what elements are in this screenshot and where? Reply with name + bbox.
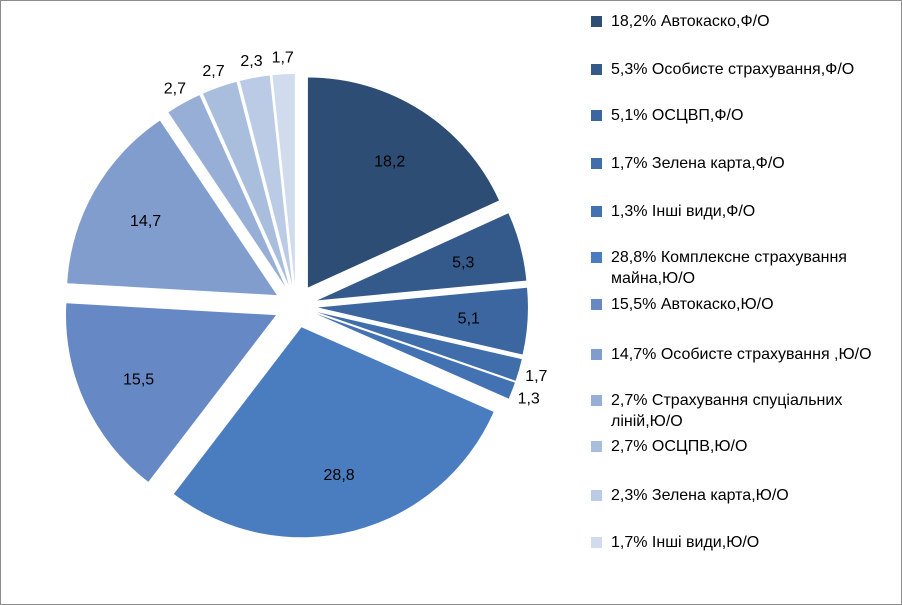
pie-slice bbox=[239, 75, 293, 285]
legend-swatch bbox=[591, 252, 602, 263]
data-label: 1,7 bbox=[272, 49, 294, 66]
legend-swatch bbox=[591, 299, 602, 310]
data-label: 1,3 bbox=[518, 390, 540, 407]
pie-slice bbox=[66, 303, 277, 482]
legend-item: 2,7% ОСЦПВ,Ю/О bbox=[591, 436, 896, 457]
pie-slice bbox=[316, 314, 515, 399]
pie-slice bbox=[317, 287, 528, 355]
legend-label: 2,7% ОСЦПВ,Ю/О bbox=[611, 438, 748, 455]
legend-label: 2,7% Страхування спуціальних ліній,Ю/О bbox=[611, 392, 843, 430]
legend-label: 1,7% Інші види,Ю/О bbox=[611, 534, 760, 551]
legend: 18,2% Автокаско,Ф/О 5,3% Особисте страху… bbox=[591, 1, 896, 604]
legend-label: 18,2% Автокаско,Ф/О bbox=[611, 13, 770, 30]
legend-item: 1,3% Інші види,Ф/О bbox=[591, 201, 896, 222]
legend-label: 5,1% ОСЦВП,Ф/О bbox=[611, 107, 744, 124]
legend-label: 15,5% Автокаско,Ю/О bbox=[611, 296, 774, 313]
data-label: 5,1 bbox=[458, 310, 480, 327]
legend-label: 1,3% Інші види,Ф/О bbox=[611, 203, 756, 220]
legend-swatch bbox=[591, 16, 602, 27]
legend-item: 5,3% Особисте страхування,Ф/О bbox=[591, 59, 896, 80]
legend-label: 2,3% Зелена карта,Ю/О bbox=[611, 487, 789, 504]
data-label: 2,7 bbox=[202, 63, 224, 80]
data-label: 18,2 bbox=[374, 153, 405, 170]
data-label: 28,8 bbox=[324, 467, 355, 484]
data-label: 2,3 bbox=[240, 53, 262, 70]
pie-slice bbox=[202, 81, 289, 286]
data-label: 15,5 bbox=[123, 371, 154, 388]
legend-swatch bbox=[591, 395, 602, 406]
pie-slice bbox=[173, 327, 494, 538]
pie-slice bbox=[317, 213, 527, 301]
data-label: 5,3 bbox=[452, 254, 474, 271]
pie-slice bbox=[168, 95, 286, 287]
legend-swatch bbox=[591, 64, 602, 75]
legend-swatch bbox=[591, 490, 602, 501]
legend-label: 1,7% Зелена карта,Ф/О bbox=[611, 155, 785, 172]
legend-item: 15,5% Автокаско,Ю/О bbox=[591, 294, 896, 315]
pie-slice bbox=[317, 312, 522, 381]
legend-item: 28,8% Комплексне страхування майна,Ю/О bbox=[591, 247, 896, 289]
data-label: 1,7 bbox=[525, 368, 547, 385]
legend-swatch bbox=[591, 110, 602, 121]
legend-label: 28,8% Комплексне страхування майна,Ю/О bbox=[611, 249, 847, 287]
legend-item: 1,7% Зелена карта,Ф/О bbox=[591, 153, 896, 174]
pie-chart: 18,2 5,3 5,1 1,7 1,3 28,8 15,5 14,7 2,7 2,7 2,3 1,7 bbox=[66, 49, 548, 538]
legend-item: 2,7% Страхування спуціальних ліній,Ю/О bbox=[591, 390, 896, 432]
pie-slice bbox=[307, 77, 500, 288]
legend-item: 14,7% Особисте страхування ,Ю/О bbox=[591, 344, 896, 365]
pie-slice bbox=[67, 120, 277, 296]
data-label: 14,7 bbox=[130, 213, 161, 230]
legend-swatch bbox=[591, 349, 602, 360]
legend-item: 1,7% Інші види,Ю/О bbox=[591, 532, 896, 553]
legend-label: 14,7% Особисте страхування ,Ю/О bbox=[611, 346, 872, 363]
legend-swatch bbox=[591, 158, 602, 169]
legend-item: 18,2% Автокаско,Ф/О bbox=[591, 11, 896, 32]
legend-swatch bbox=[591, 206, 602, 217]
data-label: 2,7 bbox=[164, 80, 186, 97]
legend-label: 5,3% Особисте страхування,Ф/О bbox=[611, 61, 855, 78]
pie-slice bbox=[272, 74, 295, 285]
legend-swatch bbox=[591, 537, 602, 548]
legend-item: 5,1% ОСЦВП,Ф/О bbox=[591, 105, 896, 126]
legend-swatch bbox=[591, 441, 602, 452]
legend-item: 2,3% Зелена карта,Ю/О bbox=[591, 485, 896, 506]
